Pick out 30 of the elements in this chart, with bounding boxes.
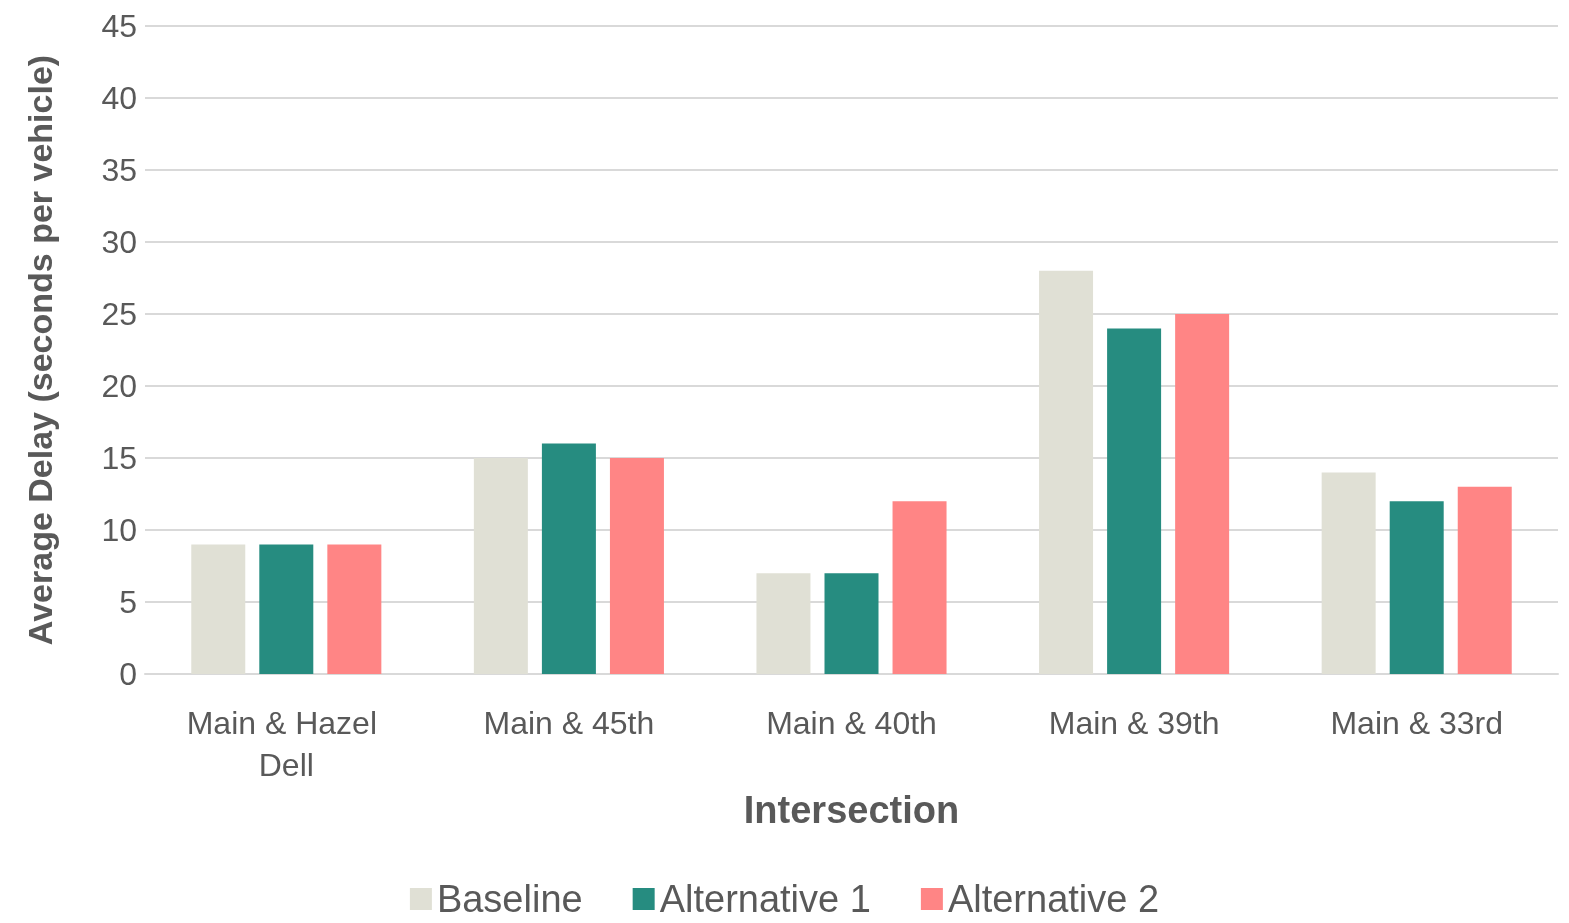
y-tick-label: 5: [119, 584, 137, 620]
y-tick-label: 10: [101, 512, 137, 548]
bar: [824, 573, 879, 674]
x-tick-label: Main & 39th: [1048, 705, 1220, 741]
legend-label: Alternative 2: [947, 878, 1160, 920]
y-tick-label: 35: [101, 152, 137, 188]
y-tick-label: 40: [101, 80, 137, 116]
y-tick-label: 25: [101, 296, 137, 332]
legend-label: Baseline: [436, 878, 583, 920]
x-tick-label: Main & Hazel Dell: [186, 705, 386, 783]
y-tick-label: 20: [101, 368, 137, 404]
bar: [892, 501, 947, 674]
bar: [541, 443, 596, 674]
y-axis-title: Average Delay (seconds per vehicle): [21, 54, 59, 646]
bar: [327, 544, 382, 674]
bar: [1389, 501, 1444, 674]
bar: [609, 458, 664, 674]
x-tick-label: Main & 45th: [483, 705, 655, 741]
x-tick-label: Main & 33rd: [1330, 705, 1503, 741]
y-tick-label: 45: [101, 8, 137, 44]
y-tick-label: 15: [101, 440, 137, 476]
legend-label: Alternative 1: [659, 878, 871, 920]
y-tick-label: 0: [119, 656, 137, 692]
bar: [1175, 314, 1230, 674]
x-tick-label: Main & 40th: [766, 705, 937, 741]
bar: [1107, 328, 1162, 674]
x-axis-title: Intersection: [743, 788, 960, 831]
bar: [259, 544, 314, 674]
bar: [1457, 486, 1512, 674]
y-tick-label: 30: [101, 224, 137, 260]
